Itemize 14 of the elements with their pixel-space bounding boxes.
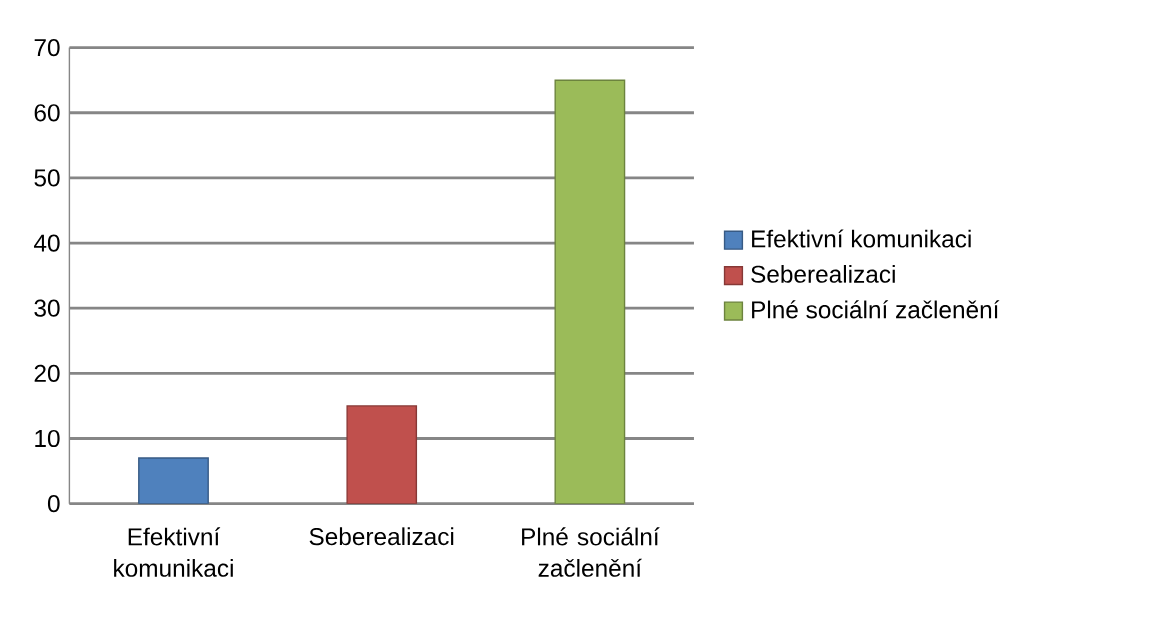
y-tick-label: 50	[34, 169, 60, 187]
x-tick-label: Plné sociální začlenění	[522, 527, 660, 578]
y-tick-label: 60	[34, 104, 60, 122]
y-tick-label: 40	[33, 234, 60, 252]
x-tick-label: Seberealizaci	[309, 527, 454, 546]
x-tick-label: Efektivní komunikaci	[114, 527, 233, 578]
y-tick-label: 30	[34, 299, 60, 318]
y-tick-label: 70	[34, 39, 60, 57]
legend-label: Plné sociální začlenění	[752, 300, 1000, 319]
y-tick-label: 10	[35, 430, 60, 448]
legend-label: Seberealizaci	[751, 265, 895, 284]
y-tick-label: 20	[34, 364, 60, 383]
legend-label: Efektivní komunikaci	[752, 229, 971, 248]
y-tick-label: 0	[47, 495, 60, 513]
